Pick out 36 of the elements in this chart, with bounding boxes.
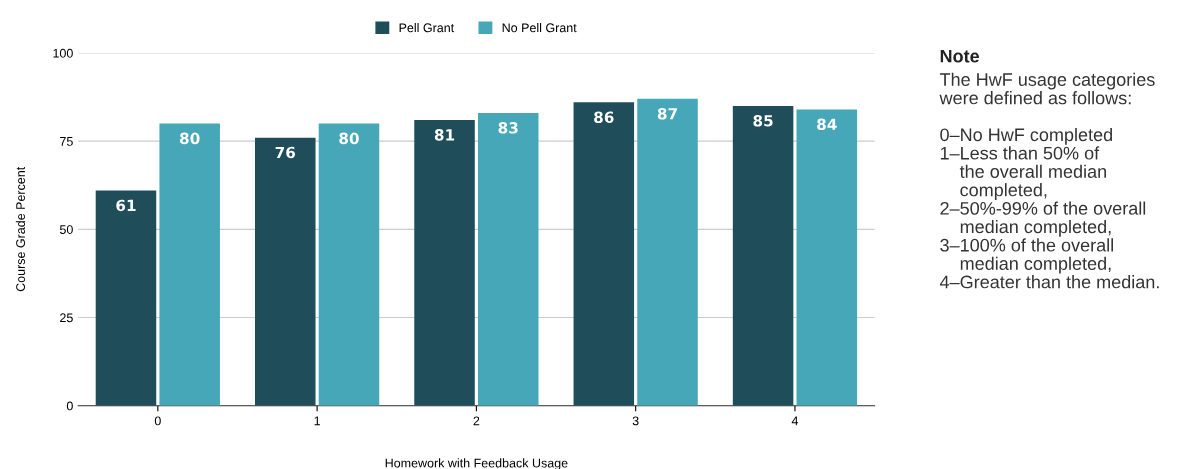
bar [318, 123, 380, 406]
data-label: 86 [594, 111, 614, 124]
data-label: 80 [339, 132, 359, 145]
bar [637, 98, 698, 406]
y-tick-label: 75 [60, 137, 73, 146]
y-tick-label: 0 [66, 401, 73, 411]
legend-label: No Pell Grant [502, 23, 577, 33]
data-label: 61 [116, 199, 136, 212]
text: Note [940, 49, 980, 63]
x-tick-label: 4 [791, 416, 799, 426]
bar [573, 102, 635, 406]
y-tick-label: 50 [59, 225, 73, 234]
legend-label: Pell Grant [399, 23, 455, 33]
data-label: 81 [434, 129, 455, 141]
bar [159, 123, 220, 406]
data-label: 83 [498, 122, 518, 134]
bar [732, 105, 794, 406]
text: The HwF usage categories were defined as follows: 0–No HwF completed 1–Less than 50% of the overall median completed, 2–50%-99% of the overall median completed, 3–100% of the overall median completed, 4–Greater than the median. [939, 72, 1159, 289]
bar [477, 112, 539, 406]
bar [95, 190, 157, 406]
bar [414, 120, 475, 406]
data-label: 84 [817, 118, 837, 131]
data-label: 87 [657, 107, 677, 120]
x-tick-label: 3 [632, 416, 639, 426]
data-label: 76 [275, 146, 296, 159]
y-axis-title: Course Grade Percent [15, 166, 26, 292]
data-label: 85 [753, 114, 773, 127]
y-tick-label: 100 [53, 48, 73, 58]
x-tick-label: 1 [314, 416, 320, 426]
bar [796, 109, 858, 406]
bar [254, 137, 316, 406]
x-tick-label: 2 [473, 416, 480, 426]
x-axis-title: Homework with Feedback Usage [385, 458, 568, 469]
x-tick-label: 0 [154, 416, 161, 426]
data-label: 80 [179, 132, 200, 145]
y-tick-label: 25 [60, 313, 73, 323]
